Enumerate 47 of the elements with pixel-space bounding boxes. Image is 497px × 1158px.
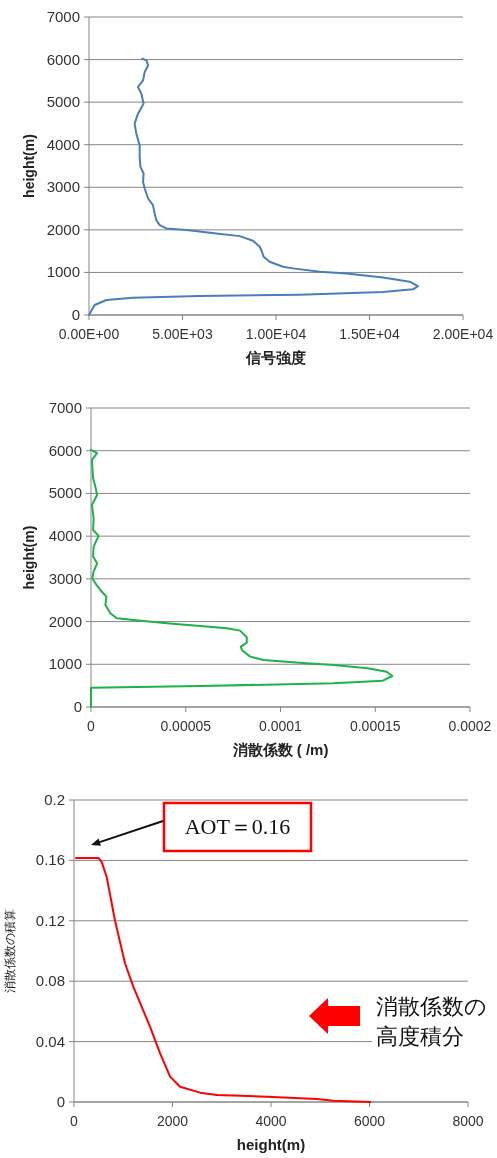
y-tick-label: 0 — [56, 1093, 65, 1110]
x-tick-label: 0.00005 — [160, 718, 212, 734]
y-tick-label: 1000 — [46, 263, 80, 281]
y-axis-title: height(m) — [21, 134, 37, 198]
x-tick-label: 2000 — [156, 1113, 189, 1129]
x-axis-title: 消散係数 ( /m) — [231, 741, 329, 758]
x-tick-label: 1.50E+04 — [339, 326, 400, 342]
x-tick-label: 0.0002 — [448, 718, 492, 734]
x-tick-label: 0.00E+00 — [58, 326, 120, 342]
y-tick-label: 2000 — [46, 220, 80, 238]
y-tick-label: 1000 — [48, 655, 82, 673]
x-tick-label: 8000 — [452, 1113, 484, 1129]
y-tick-label: 3000 — [46, 178, 80, 196]
y-tick-label: 4000 — [48, 527, 82, 545]
y-axis-title: 消散係数の積算 — [3, 909, 17, 993]
x-axis-title: 信号強度 — [245, 349, 306, 366]
line-series — [74, 856, 372, 1103]
x-tick-label: 2.00E+04 — [432, 326, 494, 342]
x-tick-label: 1.00E+04 — [245, 326, 307, 342]
y-tick-label: 6000 — [48, 441, 82, 459]
line-series — [90, 448, 394, 708]
x-tick-label: 6000 — [353, 1113, 386, 1129]
x-tick-label: 0.00015 — [349, 718, 401, 734]
y-tick-label: 0.08 — [35, 972, 65, 990]
y-tick-label: 0.2 — [44, 791, 65, 808]
y-tick-label: 5000 — [46, 93, 80, 111]
y-tick-label: 0 — [71, 306, 80, 323]
annotation: AOT＝0.16 — [184, 814, 291, 839]
x-axis-title: height(m) — [236, 1136, 306, 1153]
x-tick-label: 4000 — [255, 1113, 287, 1129]
line-series — [88, 57, 419, 316]
y-tick-label: 0.16 — [35, 851, 65, 869]
y-tick-label: 2000 — [48, 612, 82, 630]
y-tick-label: 6000 — [46, 50, 80, 68]
y-tick-label: 4000 — [46, 135, 80, 153]
y-tick-label: 7000 — [46, 8, 80, 25]
x-tick-label: 0 — [87, 718, 96, 734]
y-tick-label: 5000 — [48, 484, 82, 502]
y-tick-label: 0.04 — [35, 1032, 65, 1050]
x-tick-label: 5.00E+03 — [152, 326, 213, 342]
y-tick-label: 0 — [73, 698, 82, 715]
y-axis-title: height(m) — [21, 525, 37, 590]
y-tick-label: 7000 — [48, 399, 82, 416]
y-tick-label: 3000 — [48, 569, 82, 587]
annotation: 消散係数の高度積分 — [372, 992, 494, 1052]
x-tick-label: 0.0001 — [259, 718, 303, 734]
y-tick-label: 0.12 — [35, 911, 65, 929]
